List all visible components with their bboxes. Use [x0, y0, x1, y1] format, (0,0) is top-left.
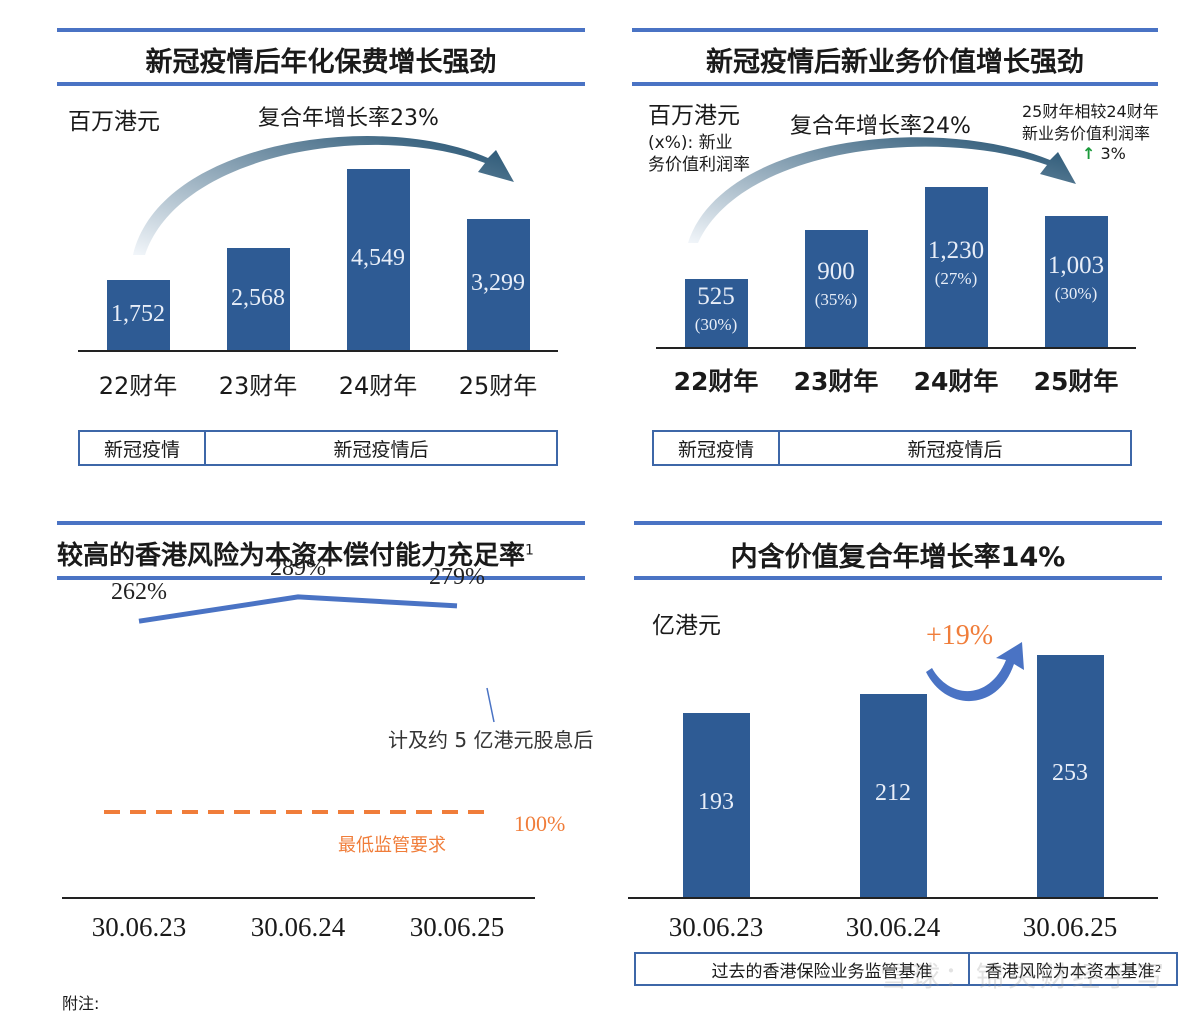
line-value-label: 289% [270, 555, 326, 581]
bar: 193 [682, 712, 750, 897]
bar-value-label: 900 [817, 258, 855, 286]
bl-baseline [62, 897, 535, 899]
br-footer-right-cell: 香港风险为本资本基准 2 [970, 954, 1176, 984]
bl-line-group: 262% 289% 279% [104, 555, 492, 814]
tr-period-box: 新冠疫情 新冠疫情后 [652, 430, 1132, 466]
x-tick-label: 22财年 [673, 367, 759, 396]
x-tick-label: 25财年 [1033, 367, 1119, 396]
bar-value-label: 1,230 [927, 236, 985, 264]
br-title: 内含价值复合年增长率14% [730, 542, 1066, 573]
bl-title: 较高的香港风险为本资本偿付能力充足率 [57, 541, 526, 571]
bar-value-label: 4,549 [351, 245, 405, 272]
bar-value-label: 3,299 [471, 270, 525, 297]
bl-title-row: 较高的香港风险为本资本偿付能力充足率1 [57, 535, 534, 572]
br-growth-label: +19% [926, 620, 994, 651]
tr-unit: 百万港元 [648, 103, 740, 129]
bar: 4,549 [346, 168, 410, 350]
tl-top-rule [57, 28, 585, 32]
x-tick-label: 25财年 [458, 372, 538, 400]
up-arrow-icon: ↑ [1082, 144, 1096, 163]
bar: 253 [1036, 655, 1104, 897]
tr-period-post: 新冠疫情后 [907, 438, 1003, 461]
bar: 1,752 [106, 280, 170, 350]
tr-bottom-rule [632, 82, 1158, 86]
bl-bottom-rule [57, 576, 585, 580]
bar: 900 (35%) [804, 229, 868, 347]
br-footer-right: 香港风险为本资本基准 [984, 961, 1155, 982]
bl-threshold-value: 100% [514, 811, 566, 836]
bl-title-sup: 1 [525, 542, 534, 559]
watermark: 雪球：锦央财经手写 [880, 960, 1169, 993]
br-baseline [628, 897, 1158, 899]
bl-top-rule [57, 521, 585, 525]
br-footer-left: 过去的香港保险业务监管基准 [636, 954, 970, 984]
br-unit: 亿港元 [652, 613, 721, 639]
solvency-line [138, 594, 458, 624]
line-value-label: 262% [111, 579, 167, 605]
tr-title: 新冠疫情后新业务价值增长强劲 [706, 47, 1084, 78]
bar-margin-label: (30%) [1054, 283, 1098, 303]
x-tick-label: 23财年 [218, 372, 298, 400]
br-footer-right-sup: 2 [1154, 963, 1162, 975]
bar: 212 [859, 694, 927, 897]
br-growth-arrow [926, 642, 1024, 702]
tr-cagr-label: 复合年增长率24% [790, 114, 971, 139]
bar-margin-label: (30%) [694, 314, 738, 334]
bar-value-label: 1,003 [1047, 251, 1105, 279]
bar-value-label: 193 [698, 788, 734, 815]
bar: 1,230 (27%) [924, 186, 988, 347]
x-tick-label: 30.06.23 [668, 912, 764, 942]
x-tick-label: 24财年 [913, 367, 999, 396]
x-tick-label: 30.06.23 [91, 912, 187, 942]
tl-cagr-arc-arrow [133, 136, 514, 255]
x-tick-label: 24财年 [338, 372, 418, 400]
x-tick-label: 22财年 [98, 372, 178, 400]
tr-margin-note-2: 新业务价值利润率 [1022, 124, 1151, 143]
bar-value-label: 1,752 [111, 301, 165, 328]
x-tick-label: 30.06.25 [1022, 912, 1118, 942]
bl-annotation-pointer [486, 687, 495, 723]
bar-value-label: 212 [875, 779, 911, 806]
bar: 525 (30%) [684, 278, 748, 347]
x-tick-label: 30.06.24 [250, 912, 346, 942]
tr-margin-change-row: ↑ 3% [1082, 144, 1126, 163]
tr-top-rule [632, 28, 1158, 32]
tl-unit: 百万港元 [68, 109, 160, 135]
tl-period-pre: 新冠疫情 [80, 432, 206, 464]
tl-baseline [78, 350, 558, 352]
tr-period-pre: 新冠疫情 [654, 432, 780, 464]
bl-annotation: 计及约 5 亿港元股息后 [388, 728, 594, 752]
tr-baseline [656, 347, 1136, 349]
x-tick-label: 23财年 [793, 367, 879, 396]
br-footer-box: 过去的香港保险业务监管基准 香港风险为本资本基准 2 [634, 952, 1178, 986]
bar-value-label: 525 [697, 282, 735, 310]
bl-threshold-label: 最低监管要求 [338, 835, 446, 856]
tr-margin-note-1: 25财年相较24财年 [1022, 102, 1159, 121]
tl-title: 新冠疫情后年化保费增长强劲 [145, 47, 497, 78]
x-tick-label: 30.06.25 [409, 912, 505, 942]
tl-period-box: 新冠疫情 新冠疫情后 [78, 430, 558, 466]
bar-margin-label: (27%) [934, 268, 978, 288]
bar-margin-label: (35%) [814, 290, 858, 310]
tr-cagr-arc-arrow [688, 137, 1076, 243]
br-bottom-rule [634, 576, 1162, 580]
tl-period-post: 新冠疫情后 [333, 438, 429, 461]
bar-value-label: 2,568 [231, 284, 285, 311]
bar: 3,299 [466, 218, 530, 350]
tr-margin-change: 3% [1100, 144, 1126, 163]
tr-unit-note-2: 务价值利润率 [648, 155, 750, 175]
tl-cagr-label: 复合年增长率23% [258, 106, 439, 131]
bar-value-label: 253 [1052, 760, 1088, 787]
bar: 2,568 [226, 247, 290, 350]
line-value-label: 279% [429, 564, 485, 590]
x-tick-label: 30.06.24 [845, 912, 941, 942]
br-top-rule [634, 521, 1162, 525]
tr-unit-note-1: (x%): 新业 [648, 133, 733, 153]
tl-bottom-rule [57, 82, 585, 86]
bar: 1,003 (30%) [1044, 216, 1108, 347]
